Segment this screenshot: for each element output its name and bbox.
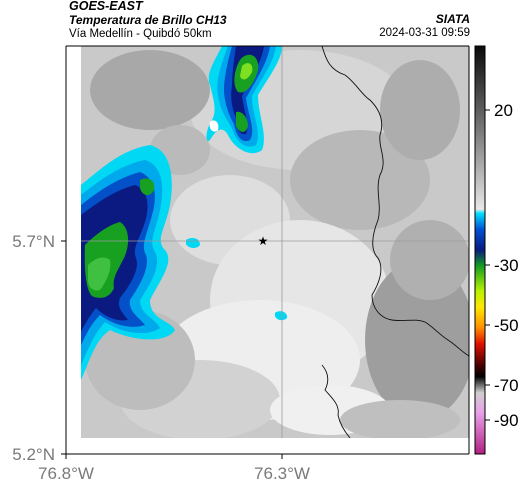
colorbar-label: -90 <box>494 411 519 430</box>
colorbar-label: -30 <box>494 256 519 275</box>
lat-label-5-7: 5.7°N <box>12 232 55 251</box>
border-line-south <box>321 364 351 438</box>
colorbar-label: -50 <box>494 316 519 335</box>
lon-label-76-8: 76.8°W <box>38 464 94 483</box>
title-block: GOES-EAST Temperatura de Brillo CH13 Vía… <box>69 0 227 43</box>
colorbar-label: -70 <box>494 376 519 395</box>
border-line <box>321 46 469 357</box>
organization-label: SIATA <box>435 12 470 26</box>
colorbar <box>474 45 486 455</box>
region-subtitle: Vía Medellín - Quibdó 50km <box>69 28 212 40</box>
reference-star-marker: ★ <box>258 234 269 248</box>
convective-cluster-north <box>206 46 282 154</box>
convective-cluster-west <box>81 145 288 380</box>
satellite-title: GOES-EAST <box>69 0 143 13</box>
colorbar-label: 20 <box>494 101 513 120</box>
timestamp-label: 2024-03-31 09:59 <box>379 27 470 39</box>
product-title: Temperatura de Brillo CH13 <box>69 13 227 27</box>
lon-label-76-3: 76.3°W <box>254 464 310 483</box>
lat-label-5-2: 5.2°N <box>12 445 55 464</box>
meta-block: SIATA 2024-03-31 09:59 <box>379 13 470 42</box>
